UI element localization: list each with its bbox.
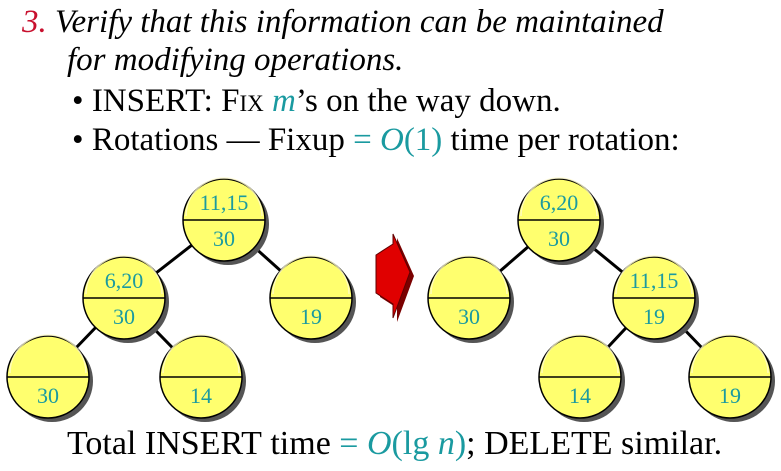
footer-o: O <box>366 425 392 462</box>
rotation-arrow-icon <box>375 233 414 322</box>
left-tree-node-right: 19 <box>269 255 356 343</box>
footer-semi: ; <box>466 425 485 462</box>
node-size-label: 30 <box>37 383 59 408</box>
left-tree-node-lr: 14 <box>159 334 246 422</box>
bullet-insert: • INSERT: Fix m’s on the way down. <box>72 82 561 120</box>
footer-insert: INSERT <box>144 425 262 462</box>
footer-total: Total <box>67 425 145 462</box>
node-size-label: 14 <box>569 383 591 408</box>
node-size-label: 19 <box>719 383 741 408</box>
bullet-dot: • <box>72 83 84 119</box>
right-tree-node-left: 30 <box>427 255 514 343</box>
node-size-label: 30 <box>213 226 235 251</box>
footer-eq: = <box>339 425 367 462</box>
bullet-rotations: • Rotations — Fixup = O(1) time per rota… <box>72 121 680 159</box>
right-tree-node-right: 11,15 19 <box>612 255 699 343</box>
footer-text: Total INSERT time = O(lg n); DELETE simi… <box>67 425 722 463</box>
left-tree-node-left: 6,20 30 <box>82 255 169 343</box>
node-key-label: 6,20 <box>540 190 579 215</box>
footer-time: time <box>261 425 340 462</box>
heading-line-2: for modifying operations. <box>67 41 403 79</box>
left-tree-node-root: 11,15 30 <box>182 177 269 265</box>
node-key-label: 11,15 <box>200 190 249 215</box>
footer-n: n <box>437 425 455 462</box>
bullet-rot-lead: Rotations — Fixup <box>91 122 354 158</box>
node-size-label: 30 <box>458 304 480 329</box>
bullet-rot-rest: time per rotation: <box>442 122 680 158</box>
footer-close: ) <box>454 425 467 462</box>
bullet-dot: • <box>72 122 84 158</box>
heading-line-1: 3. Verify that this information can be m… <box>22 3 664 41</box>
footer-similar: similar. <box>612 425 723 462</box>
bullet-rot-paren: (1) <box>403 122 443 158</box>
node-key-label: 6,20 <box>105 268 144 293</box>
footer-delete: DELETE <box>484 425 613 462</box>
node-size-label: 30 <box>113 304 135 329</box>
bullet-insert-lead: INSERT: Fix <box>91 83 272 119</box>
bullet-rot-o: O <box>379 122 404 158</box>
node-size-label: 19 <box>300 304 322 329</box>
tree-nodes: 11,15 30 6,20 30 19 30 14 6,20 30 30 11,15 19 14 19 <box>6 177 775 422</box>
bullet-rot-eq: = <box>353 122 380 158</box>
bullet-insert-math: m <box>271 83 296 119</box>
heading-text-2: for modifying operations. <box>67 42 404 78</box>
right-tree-node-rr: 19 <box>688 334 775 422</box>
node-size-label: 30 <box>548 226 570 251</box>
heading-text-1: Verify that this information can be main… <box>55 4 664 40</box>
right-tree-node-root: 6,20 30 <box>517 177 604 265</box>
heading-number: 3. <box>22 4 47 40</box>
bullet-insert-rest: ’s on the way down. <box>295 83 561 119</box>
right-tree-node-rl: 14 <box>538 334 625 422</box>
node-size-label: 14 <box>190 383 212 408</box>
node-key-label: 11,15 <box>630 268 679 293</box>
footer-lg: (lg <box>391 425 438 462</box>
left-tree-node-ll: 30 <box>6 334 93 422</box>
node-size-label: 19 <box>643 304 665 329</box>
